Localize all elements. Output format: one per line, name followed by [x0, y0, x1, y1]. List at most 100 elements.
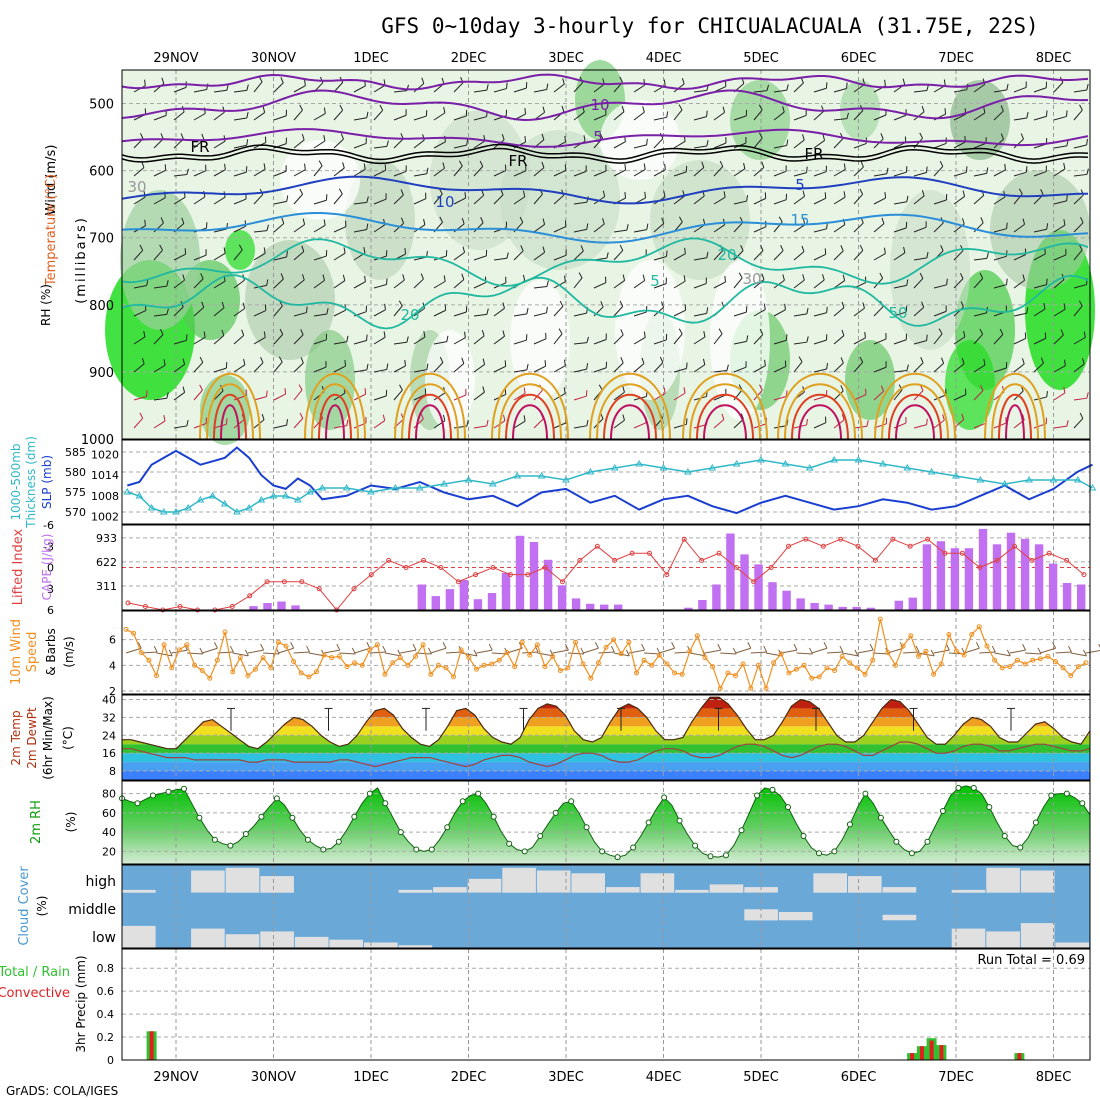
thickness-marker: [757, 456, 765, 463]
wind-barb: [793, 82, 804, 93]
temp-tick: 32: [102, 711, 116, 724]
wind-barb-feather: [201, 133, 205, 140]
temp-contour-15: [121, 237, 1089, 287]
wind-barb: [773, 250, 784, 261]
wind-barb: [373, 84, 386, 93]
cloud-level-high: high: [85, 874, 116, 890]
wind10-point: [908, 633, 914, 639]
wind-barb: [533, 224, 545, 233]
wind-barb: [313, 339, 327, 345]
wind-barb: [873, 306, 884, 317]
wind-barb-feather: [683, 275, 686, 282]
thickness-marker: [805, 464, 814, 471]
wind-barb: [713, 250, 724, 261]
wind-barb: [233, 198, 247, 205]
wind-barb-feather: [962, 190, 966, 197]
wind10-point: [519, 639, 525, 645]
temp-contour-warm-loop: [199, 372, 261, 440]
temp-contour-warm-loop: [415, 404, 445, 440]
wind-barb-feather: [719, 160, 724, 167]
lifted-index-point: [490, 565, 496, 570]
wind10-point: [253, 666, 258, 672]
wind10-point: [405, 662, 411, 668]
wind-barb-feather: [340, 133, 344, 140]
li-tick: 6: [47, 604, 54, 617]
wind-barb-feather: [600, 301, 604, 308]
precip-tick: 0.6: [97, 985, 115, 998]
bottom-date-axis: 29NOV 30NOV 1DEC 2DEC 3DEC 4DEC 5DEC 6DEC 7DEC 8D…: [153, 1070, 1071, 1085]
wind-barb-feather: [1086, 168, 1089, 175]
wind-barb: [913, 278, 924, 289]
wind-barb-feather: [299, 412, 304, 419]
wind-barb-feather: [962, 218, 965, 225]
rh-clear-area: [600, 100, 680, 180]
wind-barb: [353, 393, 366, 401]
wind-barb: [853, 337, 866, 345]
wind-barb: [873, 197, 886, 205]
wind-barb: [413, 307, 425, 317]
wind10-barb: [887, 647, 904, 654]
wind-barb: [813, 228, 827, 233]
lifted-index-point: [855, 543, 861, 549]
wind-barb-feather: [843, 191, 846, 198]
wind10-point: [367, 647, 373, 653]
wind10-point: [542, 664, 548, 670]
wind-barb-feather: [1006, 83, 1009, 90]
wind10-barb: [750, 651, 767, 654]
wind-barb: [1053, 168, 1066, 177]
wind10-point: [260, 655, 266, 661]
thickness-marker: [659, 464, 668, 471]
wind-barb-feather: [443, 106, 446, 113]
wind-barb: [853, 83, 865, 93]
wind10-point: [618, 651, 624, 657]
wind-barb-feather: [1083, 331, 1086, 338]
wind-barb-feather: [663, 79, 666, 86]
wind10-barb: [232, 652, 249, 657]
wind10-point: [588, 675, 594, 681]
wind-barb-feather: [840, 245, 844, 252]
wind10-barb-feather: [747, 642, 752, 649]
wind-barb: [133, 310, 147, 317]
wind-barb-feather: [1020, 133, 1024, 140]
temp-contour-warm-loop: [206, 383, 254, 440]
temp-line: [122, 696, 1091, 750]
wind-barb: [833, 88, 847, 93]
wind-barb-feather: [782, 274, 785, 281]
ua-ylabel-temperature: Temperature (°C): [44, 174, 59, 287]
wind-barb: [1053, 254, 1067, 261]
wind-barb: [313, 165, 323, 177]
slp-tick: 1014: [91, 469, 119, 482]
contour-label: 20: [717, 246, 736, 264]
thickness-tick: 570: [65, 506, 86, 519]
wind-barb-feather: [486, 308, 489, 315]
wind-barb: [313, 113, 326, 121]
temp-contour-warm-loop: [408, 394, 452, 440]
wind-barb-feather: [1063, 386, 1066, 394]
rh-point: [258, 813, 265, 820]
wind-barb: [953, 394, 967, 401]
wind-barb-feather: [663, 191, 666, 198]
rh-point: [366, 790, 373, 797]
wind-barb: [473, 391, 485, 401]
wind-barb: [773, 199, 787, 205]
lifted-index-point: [768, 565, 774, 570]
lifted-index-point: [386, 557, 392, 563]
wind-barb: [313, 279, 325, 289]
wind-barb: [993, 228, 1007, 233]
wind10-point: [557, 668, 563, 673]
wind-barb: [433, 341, 447, 345]
wind-barb-feather: [622, 414, 625, 421]
temp-band: [122, 699, 1090, 709]
thickness-marker: [220, 500, 229, 507]
wind10-point: [794, 666, 799, 672]
thickness-marker: [513, 472, 522, 479]
wind-barb-feather: [761, 161, 765, 168]
wind-barb: [373, 369, 387, 373]
rh-point: [134, 800, 141, 807]
wind-barb-feather: [826, 222, 828, 229]
cape-bar: [501, 572, 511, 610]
wind-barb: [753, 279, 765, 289]
precip-convective-bar: [939, 1045, 944, 1060]
wind-barb: [293, 224, 305, 233]
wind-barb-feather: [859, 244, 864, 251]
